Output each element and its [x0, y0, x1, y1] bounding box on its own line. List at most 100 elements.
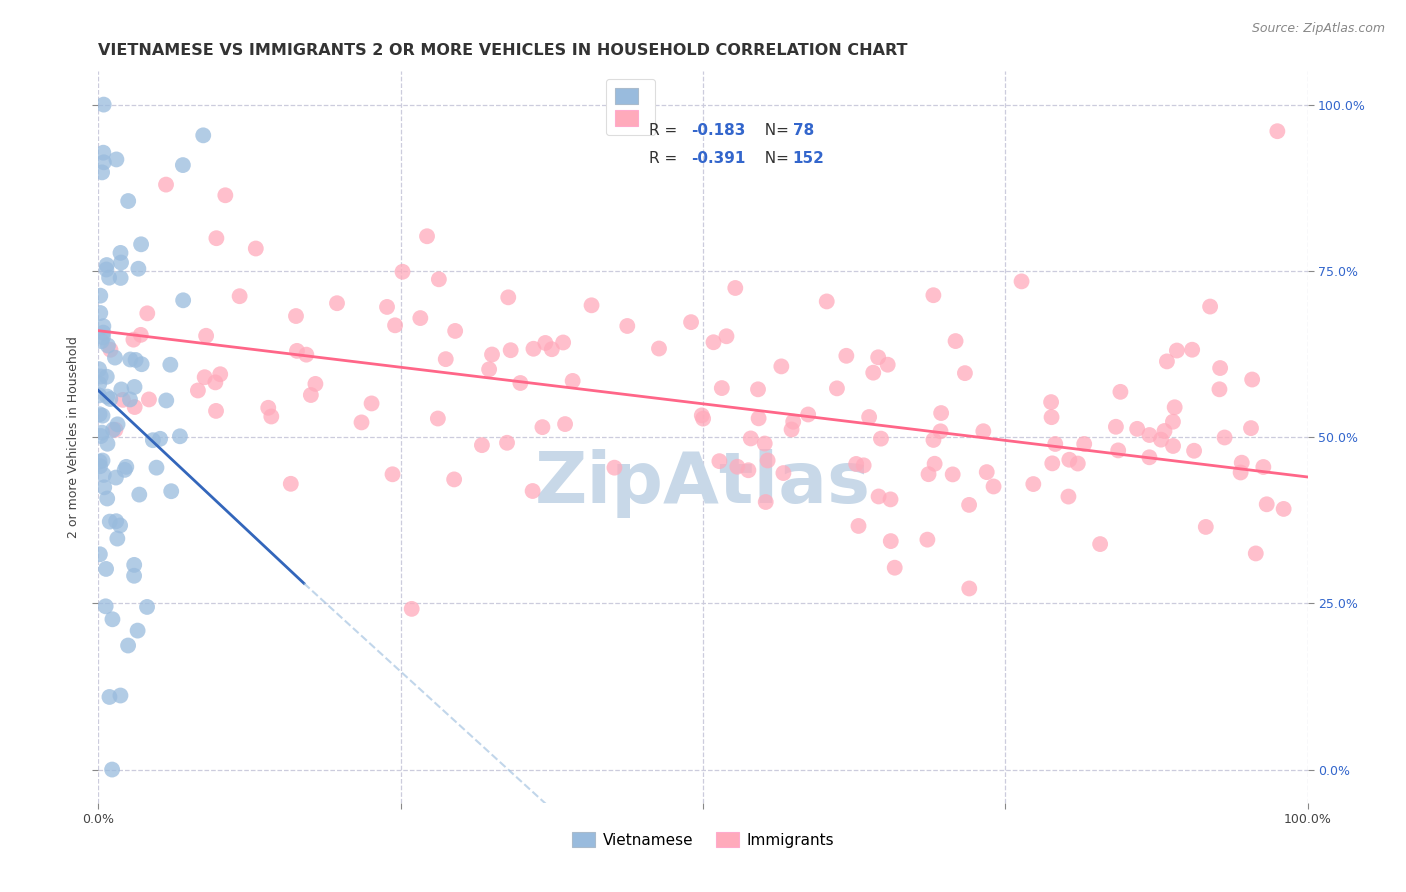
Point [101, 423, 124, 437]
Point [115, 459, 138, 474]
Point [172, 158, 194, 172]
Point [91, 330, 114, 344]
Point [883, 560, 905, 574]
Point [1240, 421, 1263, 435]
Point [228, 289, 250, 303]
Point [107, 417, 129, 432]
Point [1209, 361, 1232, 376]
Point [1253, 460, 1275, 475]
Point [89, 459, 111, 474]
Point [128, 487, 150, 501]
Point [145, 460, 167, 475]
Point [929, 406, 952, 420]
Point [155, 178, 177, 192]
Point [105, 532, 128, 546]
Point [169, 429, 191, 443]
Point [772, 466, 794, 480]
Point [101, 763, 124, 777]
Point [815, 294, 838, 309]
Point [522, 342, 544, 356]
Point [295, 348, 318, 362]
Point [540, 342, 562, 356]
Point [94, 599, 117, 614]
Point [858, 409, 880, 424]
Point [381, 467, 404, 482]
Point [87, 388, 110, 402]
Point [214, 188, 236, 202]
Point [91, 409, 114, 423]
Point [531, 420, 554, 434]
Text: R =: R = [650, 151, 682, 166]
Point [110, 246, 132, 260]
Point [1208, 382, 1230, 396]
Point [193, 128, 215, 143]
Point [117, 194, 139, 208]
Point [124, 380, 146, 394]
Point [101, 612, 124, 626]
Point [1059, 452, 1081, 467]
Point [110, 271, 132, 285]
Point [98, 690, 121, 704]
Point [195, 328, 218, 343]
Point [124, 400, 146, 414]
Point [702, 335, 724, 350]
Point [1241, 372, 1264, 386]
Point [922, 433, 945, 447]
Point [1181, 343, 1204, 357]
Point [929, 425, 952, 439]
Point [509, 376, 531, 390]
Point [444, 324, 467, 338]
Point [1230, 456, 1253, 470]
Point [953, 366, 976, 380]
Point [1156, 354, 1178, 368]
Point [375, 300, 398, 314]
Point [848, 519, 870, 533]
Point [1213, 430, 1236, 444]
Point [496, 435, 519, 450]
Point [426, 411, 449, 425]
Point [93, 467, 115, 482]
Point [880, 534, 903, 549]
Point [797, 408, 820, 422]
Point [755, 495, 778, 509]
Point [129, 237, 152, 252]
Point [553, 335, 575, 350]
Point [110, 383, 132, 397]
Point [879, 492, 901, 507]
Point [96, 491, 118, 506]
Point [93, 319, 115, 334]
Text: -0.183: -0.183 [692, 123, 747, 138]
Point [401, 602, 423, 616]
Point [409, 311, 432, 326]
Point [96, 262, 118, 277]
Point [1040, 456, 1063, 470]
Point [89, 376, 111, 391]
Point [111, 392, 134, 407]
Point [825, 381, 848, 395]
Point [1163, 401, 1185, 415]
Point [868, 351, 890, 365]
Point [204, 376, 226, 390]
Point [131, 357, 153, 371]
Point [845, 457, 868, 471]
Point [427, 272, 450, 286]
Point [499, 343, 522, 358]
Point [89, 407, 111, 421]
Point [747, 382, 769, 396]
Point [1040, 395, 1063, 409]
Point [1199, 300, 1222, 314]
Point [304, 376, 326, 391]
Point [522, 483, 544, 498]
Point [1161, 439, 1184, 453]
Point [110, 689, 132, 703]
Point [205, 231, 228, 245]
Point [972, 424, 994, 438]
Point [260, 409, 283, 424]
Point [87, 362, 110, 376]
Point [98, 515, 121, 529]
Point [136, 599, 159, 614]
Point [127, 261, 149, 276]
Point [105, 153, 128, 167]
Point [740, 432, 762, 446]
Point [868, 490, 890, 504]
